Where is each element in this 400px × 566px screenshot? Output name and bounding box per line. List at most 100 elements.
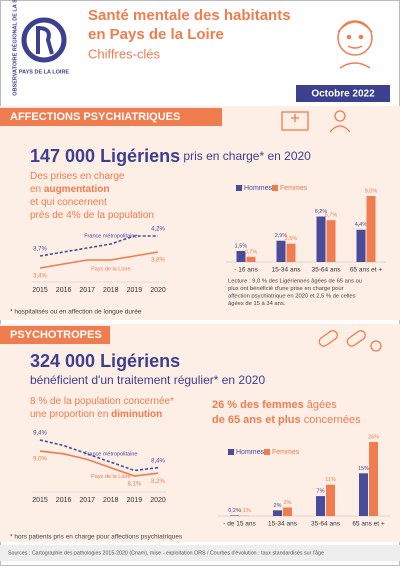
value-label: 2,5%: [285, 236, 298, 242]
bar: [236, 251, 246, 262]
value-label: 5,7%: [325, 213, 338, 219]
x-tick-label: 2016: [56, 497, 72, 504]
value-label: 7%: [317, 489, 325, 495]
head: [334, 110, 346, 122]
intro-line: Des prises en charge: [30, 171, 125, 182]
org-region: PAYS DE LA LOIRE: [19, 69, 70, 75]
x-tick-label: 2019: [127, 287, 143, 294]
value-label: 4,2%: [151, 227, 165, 233]
section-background: [0, 106, 400, 320]
value-label: 8,1%: [128, 482, 142, 488]
bar: [359, 473, 368, 516]
series-label: Pays de la Loire: [91, 266, 130, 272]
value-label: 2,9%: [275, 233, 288, 239]
legend-swatch: [272, 185, 278, 191]
x-tick-label: 2020: [150, 497, 166, 504]
text-run: Des prises en charge: [30, 171, 125, 182]
logo-letters: [36, 26, 54, 55]
lecture-line: Lecture : 9,0 % des Ligériennes âgées de…: [228, 279, 362, 285]
legend-swatch: [264, 449, 270, 455]
bar: [356, 229, 366, 262]
footnote: * hors patients pris en charge pour affe…: [10, 534, 183, 541]
value-label: 0,1%: [238, 508, 251, 514]
bar: [316, 216, 326, 262]
value-label: 3,7%: [33, 247, 47, 253]
series-line: [39, 450, 159, 477]
bar: [230, 515, 239, 516]
text-run: femmes: [262, 399, 304, 411]
footnote: * hospitalisés ou en affection de longue…: [10, 309, 142, 316]
text-run: augmentation: [44, 184, 110, 195]
text-run: et qui concernent: [30, 197, 107, 208]
doctor-icon: [329, 110, 351, 133]
date: Octobre 2022: [311, 89, 375, 100]
pills-icon: [318, 330, 382, 352]
value-label: 3%: [284, 500, 292, 506]
text-run: de 65 ans et plus: [212, 414, 301, 426]
x-tick-label: 2017: [79, 497, 95, 504]
x-tick-label: 15-34 ans: [268, 521, 298, 528]
eye: [358, 34, 364, 40]
highlight-line: 26 % des femmes âgées: [212, 399, 337, 411]
value-label: 11%: [325, 477, 336, 483]
series-label: France métropolitaine: [84, 233, 137, 239]
intro-line: et qui concernent: [30, 197, 107, 208]
text-run: âgées: [304, 399, 338, 411]
series-label: France métropolitaine: [84, 452, 137, 458]
x-tick-label: 35-64 ans: [312, 267, 342, 274]
x-tick-label: - de 15 ans: [223, 521, 256, 528]
lecture-line: affection psychiatrique en 2020 et 2,5 %…: [228, 294, 356, 300]
intro-line: une proportion en diminution: [30, 409, 162, 420]
bar: [276, 240, 286, 262]
face-icon: [337, 20, 373, 69]
key-number: 147 000 Ligériens: [30, 146, 180, 166]
value-label: 0,7%: [245, 249, 258, 255]
key-text: bénéficient d'un traitement régulier* en…: [30, 373, 265, 387]
series-label: Pays de la Loire: [91, 474, 130, 480]
title-line: en Pays de la Loire: [88, 26, 224, 43]
x-tick-label: 2018: [103, 287, 119, 294]
x-tick-label: 2018: [103, 497, 119, 504]
value-label: 3,8%: [151, 258, 165, 264]
lecture-line: plus ont bénéficié d'une prise en charge…: [228, 286, 344, 292]
value-label: 3,4%: [33, 274, 47, 280]
x-tick-label: 65 ans et +: [350, 267, 383, 274]
x-tick-label: 2020: [150, 287, 166, 294]
x-tick-label: 2017: [79, 287, 95, 294]
bar: [273, 510, 282, 516]
sources: Sources : Cartographie des pathologies 2…: [8, 550, 324, 556]
text-run: près de 4% de la population: [30, 210, 154, 221]
legend-label: Femmes: [280, 185, 308, 192]
section-band: [0, 326, 110, 344]
hair: [337, 21, 373, 33]
x-tick-label: 2015: [32, 287, 48, 294]
key-figure: 324 000 Ligériens: [30, 351, 180, 371]
tablet: [370, 340, 382, 352]
pill: [318, 330, 338, 347]
x-tick-label: 2019: [127, 497, 143, 504]
body: [329, 125, 351, 133]
x-tick-label: - 16 ans: [234, 267, 258, 274]
legend-swatch: [236, 185, 242, 191]
intro-line: en augmentation: [30, 184, 109, 195]
x-tick-label: 15-34 ans: [272, 267, 302, 274]
lecture-line: âgées de 15 à 34 ans.: [228, 301, 286, 307]
cross: [291, 114, 299, 122]
value-label: 15%: [358, 466, 369, 472]
value-label: 0,2%: [228, 508, 241, 514]
x-tick-label: 2016: [56, 287, 72, 294]
intro-line: près de 4% de la population: [30, 210, 154, 221]
intro-line: 8 % de la population concernée*: [30, 396, 174, 407]
bar: [286, 243, 296, 262]
bar: [366, 196, 376, 262]
mouth: [347, 45, 363, 49]
value-label: 9,0%: [33, 457, 47, 463]
bar: [246, 256, 256, 262]
value-label: 2%: [274, 503, 282, 509]
value-label: 6,2%: [315, 209, 328, 215]
value-label: 26%: [368, 434, 379, 440]
section-band: [0, 108, 222, 126]
title-line: Santé mentale des habitants: [88, 7, 291, 24]
date-badge: [296, 85, 390, 102]
